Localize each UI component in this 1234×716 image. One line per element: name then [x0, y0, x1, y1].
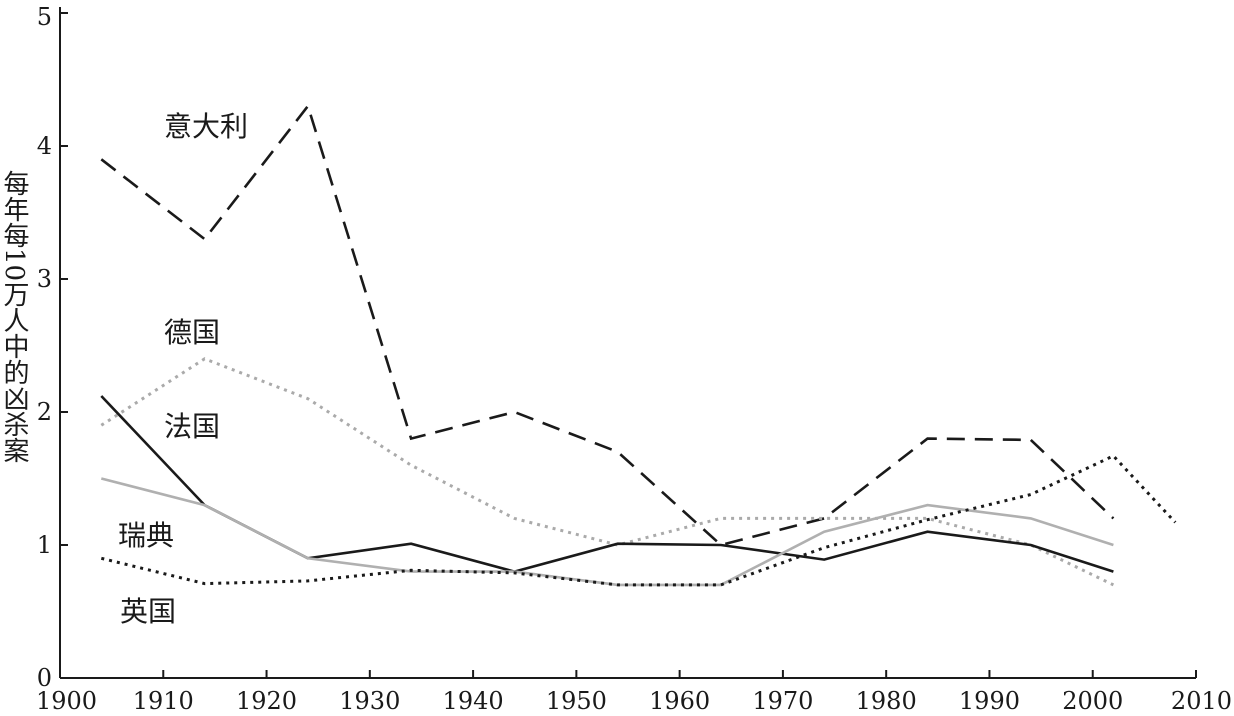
series-label-france: 法国 [164, 410, 220, 443]
x-tick-label: 1960 [649, 687, 710, 715]
x-tick-label: 1900 [36, 687, 97, 715]
y-ticks: 0 1 2 3 4 5 [37, 3, 68, 692]
x-ticks: 1900 1910 1920 1930 1940 1950 1960 1970 1980 1990… [36, 670, 1232, 715]
series-line-4 [100, 454, 1177, 587]
x-tick-label: 1920 [236, 687, 297, 715]
x-tick-label: 1950 [546, 687, 607, 715]
series-label-germany: 德国 [164, 316, 220, 349]
series-label-uk: 英国 [120, 595, 176, 628]
x-tick-label: 1970 [752, 687, 813, 715]
series-line-1 [100, 357, 1115, 587]
series-lines [100, 103, 1177, 587]
series-labels: 意大利 德国 法国 瑞典 英国 [118, 110, 248, 628]
y-tick-label: 4 [37, 132, 52, 160]
x-tick-label: 1980 [856, 687, 917, 715]
x-tick-label: 2000 [1062, 687, 1123, 715]
axes [59, 7, 1196, 679]
series-line-2 [100, 395, 1114, 573]
y-tick-label: 2 [37, 398, 52, 426]
y-axis-label: 每年每10万人中的凶杀案 [0, 170, 29, 463]
x-tick-label: 1910 [133, 687, 194, 715]
y-tick-label: 0 [37, 664, 52, 692]
series-label-italy: 意大利 [164, 110, 248, 143]
y-tick-label: 5 [37, 3, 52, 31]
x-tick-label: 1990 [959, 687, 1020, 715]
x-tick-label: 2010 [1171, 687, 1232, 715]
y-tick-label: 3 [37, 265, 52, 293]
series-line-0 [100, 103, 1115, 547]
series-line-3 [100, 477, 1114, 587]
series-label-sweden: 瑞典 [118, 519, 174, 552]
x-tick-label: 1930 [339, 687, 400, 715]
y-tick-label: 1 [37, 531, 52, 559]
x-tick-label: 1940 [443, 687, 504, 715]
